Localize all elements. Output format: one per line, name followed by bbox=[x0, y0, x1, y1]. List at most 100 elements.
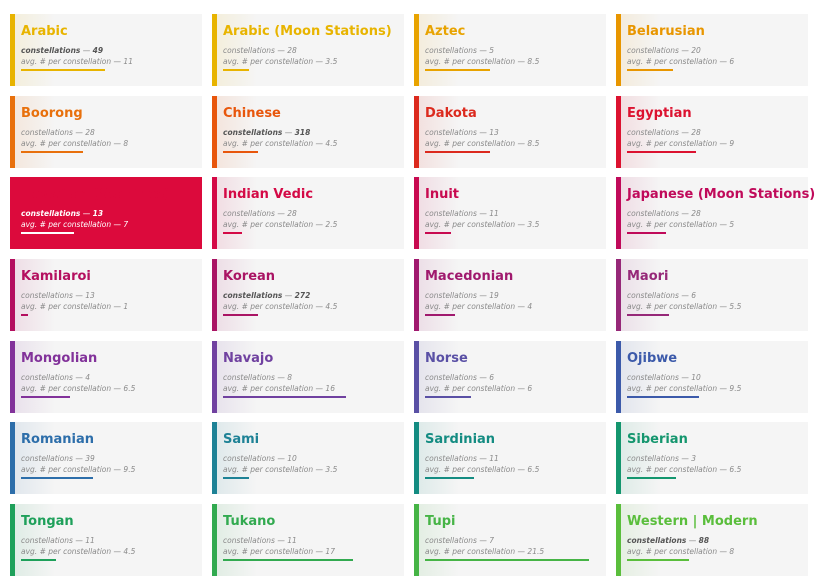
avg-bar bbox=[425, 477, 474, 479]
avg-bar bbox=[21, 69, 105, 71]
constellation-count: constellations — 13 bbox=[21, 209, 104, 218]
culture-card-indian-vedic[interactable]: Indian Vedic constellations — 28 avg. # pe… bbox=[212, 177, 404, 249]
card-tint bbox=[419, 177, 459, 249]
avg-bar bbox=[223, 477, 249, 479]
culture-name: Chinese bbox=[223, 106, 281, 121]
avg-bar bbox=[425, 314, 455, 316]
avg-per-constellation: avg. # per constellation — 4.5 bbox=[223, 302, 338, 311]
culture-card-kamilaroi[interactable]: Kamilaroi constellations — 13 avg. # per c… bbox=[10, 259, 202, 331]
avg-bar bbox=[425, 69, 490, 71]
avg-bar bbox=[223, 69, 249, 71]
constellation-count: constellations — 28 bbox=[21, 128, 95, 137]
avg-per-constellation: avg. # per constellation — 3.5 bbox=[223, 57, 338, 66]
avg-per-constellation: avg. # per constellation — 6 bbox=[425, 384, 533, 393]
card-tint bbox=[217, 259, 257, 331]
constellation-count: constellations — 10 bbox=[223, 454, 297, 463]
avg-bar bbox=[425, 232, 451, 234]
card-tint bbox=[419, 504, 459, 576]
constellation-count: constellations — 49 bbox=[21, 46, 104, 55]
card-tint bbox=[621, 14, 661, 86]
avg-bar bbox=[425, 559, 589, 561]
culture-name: Siberian bbox=[627, 432, 688, 447]
constellation-count: constellations — 4 bbox=[21, 373, 91, 382]
culture-card-hawaiian-starlines[interactable]: Hawaiian (Starlines) constellations — 13 a… bbox=[10, 177, 202, 249]
avg-bar bbox=[627, 69, 673, 71]
card-tint bbox=[217, 96, 257, 168]
culture-card-inuit[interactable]: Inuit constellations — 11 avg. # per const… bbox=[414, 177, 606, 249]
culture-card-dakota[interactable]: Dakota constellations — 13 avg. # per cons… bbox=[414, 96, 606, 168]
card-tint bbox=[621, 422, 661, 494]
culture-card-tupi[interactable]: Tupi constellations — 7 avg. # per constel… bbox=[414, 504, 606, 576]
constellation-count: constellations — 39 bbox=[21, 454, 95, 463]
culture-card-mongolian[interactable]: Mongolian constellations — 4 avg. # per co… bbox=[10, 341, 202, 413]
culture-name: Indian Vedic bbox=[223, 187, 314, 202]
card-tint bbox=[419, 14, 459, 86]
card-tint bbox=[419, 341, 459, 413]
culture-name: Tupi bbox=[425, 514, 456, 529]
constellation-count: constellations — 28 bbox=[223, 209, 297, 218]
culture-card-korean[interactable]: Korean constellations — 272 avg. # per con… bbox=[212, 259, 404, 331]
constellation-count: constellations — 11 bbox=[425, 454, 499, 463]
card-tint bbox=[15, 504, 55, 576]
culture-name: Korean bbox=[223, 269, 276, 284]
culture-name: Boorong bbox=[21, 106, 83, 121]
avg-per-constellation: avg. # per constellation — 9 bbox=[627, 139, 735, 148]
card-tint bbox=[419, 96, 459, 168]
avg-bar bbox=[425, 151, 490, 153]
culture-card-norse[interactable]: Norse constellations — 6 avg. # per conste… bbox=[414, 341, 606, 413]
culture-card-maori[interactable]: Maori constellations — 6 avg. # per conste… bbox=[616, 259, 808, 331]
card-tint bbox=[419, 422, 459, 494]
constellation-count: constellations — 11 bbox=[223, 536, 297, 545]
card-tint bbox=[419, 259, 459, 331]
constellation-count: constellations — 28 bbox=[627, 128, 701, 137]
culture-card-sardinian[interactable]: Sardinian constellations — 11 avg. # per c… bbox=[414, 422, 606, 494]
culture-name: Norse bbox=[425, 351, 468, 366]
culture-card-japanese-moon-stations[interactable]: Japanese (Moon Stations) constellations —… bbox=[616, 177, 815, 249]
avg-per-constellation: avg. # per constellation — 8.5 bbox=[425, 57, 540, 66]
culture-name: Sami bbox=[223, 432, 260, 447]
culture-card-macedonian[interactable]: Macedonian constellations — 19 avg. # per … bbox=[414, 259, 606, 331]
culture-name: Inuit bbox=[425, 187, 460, 202]
culture-card-tukano[interactable]: Tukano constellations — 11 avg. # per cons… bbox=[212, 504, 404, 576]
culture-card-arabic[interactable]: Arabic constellations — 49 avg. # per cons… bbox=[10, 14, 202, 86]
card-tint bbox=[217, 14, 257, 86]
culture-card-chinese[interactable]: Chinese constellations — 318 avg. # per co… bbox=[212, 96, 404, 168]
culture-card-aztec[interactable]: Aztec constellations — 5 avg. # per conste… bbox=[414, 14, 606, 86]
avg-per-constellation: avg. # per constellation — 2.5 bbox=[223, 220, 338, 229]
card-tint bbox=[15, 14, 55, 86]
culture-card-western-modern[interactable]: Western | Modern constellations — 88 avg. … bbox=[616, 504, 808, 576]
culture-card-arabic-moon-stations[interactable]: Arabic (Moon Stations) constellations — 2… bbox=[212, 14, 404, 86]
avg-per-constellation: avg. # per constellation — 6.5 bbox=[21, 384, 136, 393]
culture-card-boorong[interactable]: Boorong constellations — 28 avg. # per con… bbox=[10, 96, 202, 168]
culture-name: Western | Modern bbox=[627, 514, 758, 529]
culture-card-sami[interactable]: Sami constellations — 10 avg. # per conste… bbox=[212, 422, 404, 494]
culture-name: Arabic bbox=[21, 24, 68, 39]
culture-card-ojibwe[interactable]: Ojibwe constellations — 10 avg. # per cons… bbox=[616, 341, 808, 413]
culture-card-romanian[interactable]: Romanian constellations — 39 avg. # per co… bbox=[10, 422, 202, 494]
card-tint bbox=[621, 177, 661, 249]
avg-per-constellation: avg. # per constellation — 6.5 bbox=[627, 465, 742, 474]
culture-name: Hawaiian (Starlines) bbox=[21, 187, 171, 202]
avg-bar bbox=[627, 559, 689, 561]
avg-bar bbox=[627, 151, 696, 153]
culture-card-egyptian[interactable]: Egyptian constellations — 28 avg. # per co… bbox=[616, 96, 808, 168]
card-tint bbox=[621, 341, 661, 413]
culture-name: Macedonian bbox=[425, 269, 514, 284]
culture-card-siberian[interactable]: Siberian constellations — 3 avg. # per con… bbox=[616, 422, 808, 494]
avg-bar bbox=[627, 314, 669, 316]
culture-card-tongan[interactable]: Tongan constellations — 11 avg. # per cons… bbox=[10, 504, 202, 576]
avg-per-constellation: avg. # per constellation — 17 bbox=[223, 547, 335, 556]
culture-name: Maori bbox=[627, 269, 669, 284]
avg-bar bbox=[425, 396, 471, 398]
culture-card-belarusian[interactable]: Belarusian constellations — 20 avg. # per … bbox=[616, 14, 808, 86]
avg-bar bbox=[21, 477, 93, 479]
avg-per-constellation: avg. # per constellation — 5.5 bbox=[627, 302, 742, 311]
avg-bar bbox=[223, 232, 242, 234]
avg-per-constellation: avg. # per constellation — 11 bbox=[21, 57, 133, 66]
culture-name: Egyptian bbox=[627, 106, 692, 121]
avg-per-constellation: avg. # per constellation — 4.5 bbox=[21, 547, 136, 556]
constellation-count: constellations — 11 bbox=[425, 209, 499, 218]
culture-card-navajo[interactable]: Navajo constellations — 8 avg. # per const… bbox=[212, 341, 404, 413]
constellation-count: constellations — 3 bbox=[627, 454, 697, 463]
